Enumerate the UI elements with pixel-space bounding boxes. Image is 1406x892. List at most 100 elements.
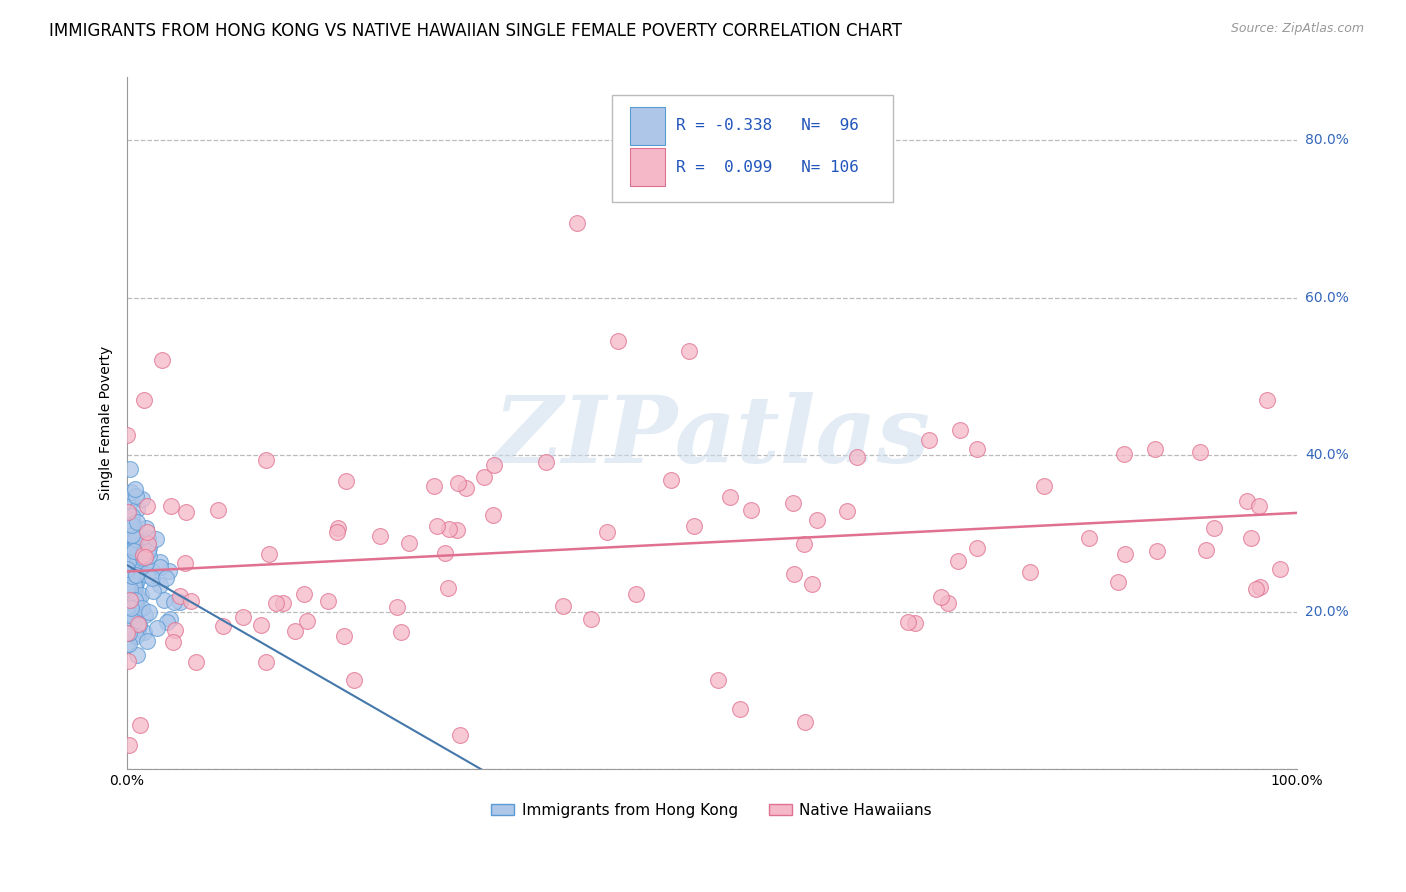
Point [174,556,197,570]
Point [128,618,150,632]
Point [117,562,139,576]
Point [120,590,142,604]
Point [1189,444,1212,458]
Point [128,602,150,616]
Point [122,608,145,623]
Point [929,590,952,604]
Point [131,542,153,557]
Point [271,597,294,611]
Point [1019,565,1042,579]
Point [125,549,148,564]
Point [456,481,478,495]
Text: Source: ZipAtlas.com: Source: ZipAtlas.com [1230,22,1364,36]
Point [124,578,146,592]
Point [904,616,927,631]
Point [120,601,142,615]
Point [125,534,148,549]
Point [127,589,149,603]
Point [579,612,602,626]
Point [124,568,146,582]
Point [124,582,146,597]
Point [232,610,254,624]
Point [482,458,505,472]
Point [800,577,823,591]
Point [121,518,143,533]
Point [707,673,730,687]
Point [115,428,138,442]
Point [121,569,143,583]
Point [897,615,920,629]
Point [423,479,446,493]
Point [1256,392,1278,407]
Point [156,615,179,630]
Point [134,533,156,548]
Point [131,601,153,615]
Point [426,519,449,533]
Point [728,702,751,716]
Point [150,353,173,368]
Point [115,626,138,640]
Point [295,615,318,629]
Point [794,715,817,730]
Point [449,728,471,742]
Point [782,496,804,510]
Point [135,561,157,575]
Point [121,528,143,542]
Point [398,536,420,550]
Point [1244,582,1267,596]
Point [136,525,159,540]
Point [121,609,143,624]
Point [565,216,588,230]
Point [122,544,145,558]
Point [433,546,456,560]
Point [1146,544,1168,558]
Legend: Immigrants from Hong Kong, Native Hawaiians: Immigrants from Hong Kong, Native Hawaii… [485,797,938,824]
Point [534,455,557,469]
Point [131,491,153,506]
Point [121,508,143,523]
Point [135,500,157,514]
Point [132,550,155,565]
Point [439,522,461,536]
Point [1236,493,1258,508]
Point [136,633,159,648]
Point [946,554,969,568]
Point [138,549,160,564]
Point [127,626,149,640]
Point [141,564,163,578]
Point [180,594,202,608]
Point [207,503,229,517]
Point [129,718,152,732]
Point [157,565,180,579]
Point [122,516,145,530]
Point [118,572,141,586]
Point [118,592,141,607]
Point [1107,575,1129,590]
Point [169,595,191,609]
Point [127,592,149,607]
Point [176,505,198,519]
Text: 20.0%: 20.0% [1305,605,1348,619]
Point [125,501,148,516]
Point [596,525,619,540]
Point [162,634,184,648]
Point [1077,531,1099,545]
Point [146,621,169,635]
Point [553,599,575,613]
Point [318,593,340,607]
Point [129,588,152,602]
Text: 60.0%: 60.0% [1305,291,1348,304]
Point [966,541,988,556]
Point [720,490,742,504]
Point [1249,500,1271,514]
Point [125,576,148,591]
Text: IMMIGRANTS FROM HONG KONG VS NATIVE HAWAIIAN SINGLE FEMALE POVERTY CORRELATION C: IMMIGRANTS FROM HONG KONG VS NATIVE HAWA… [49,22,903,40]
Text: ZIPatlas: ZIPatlas [494,392,931,483]
Point [121,598,143,612]
Point [387,599,409,614]
Point [135,556,157,570]
Point [117,530,139,544]
Point [118,738,141,752]
Point [117,581,139,595]
Point [125,648,148,662]
